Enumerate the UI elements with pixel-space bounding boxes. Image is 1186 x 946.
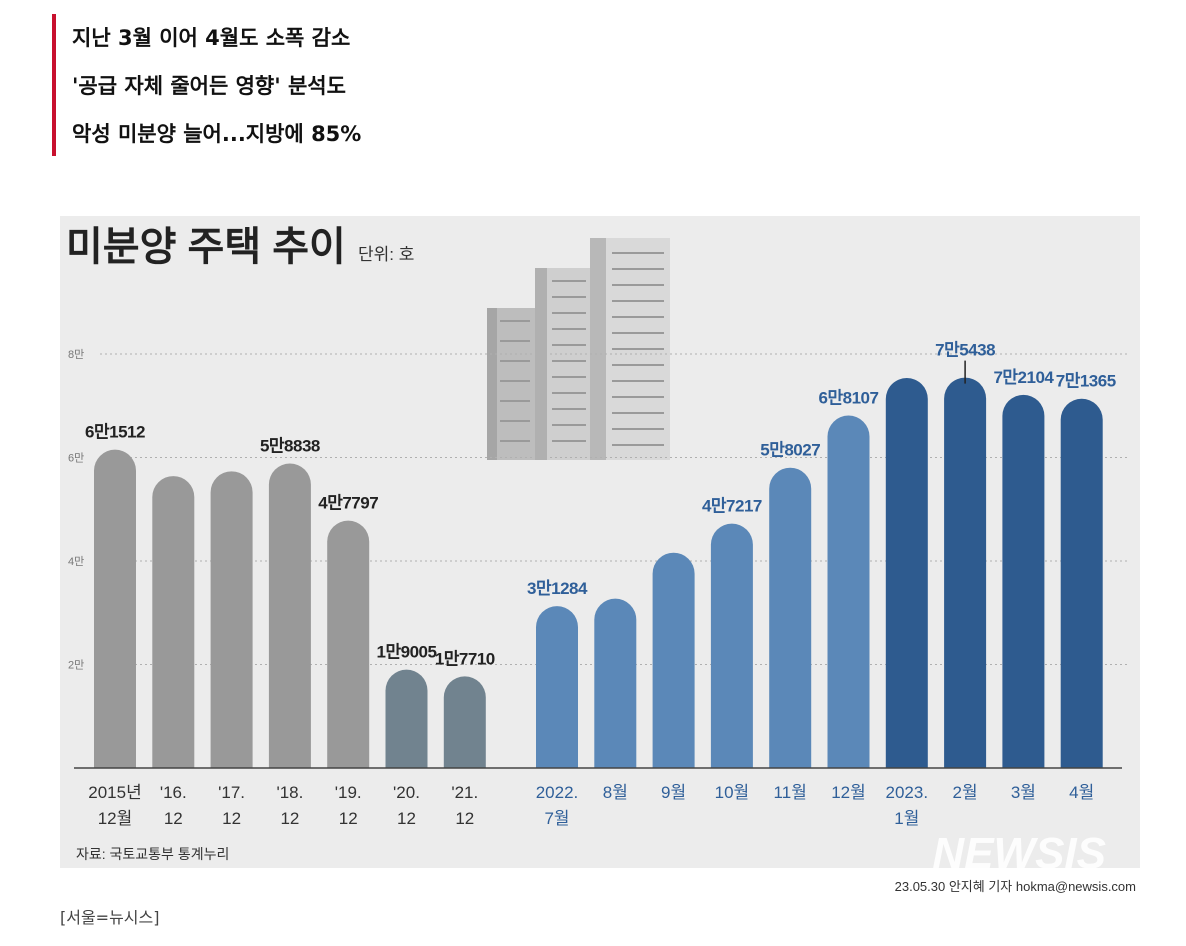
x-tick-label: 8월 bbox=[603, 783, 628, 802]
bar bbox=[210, 471, 253, 768]
bar bbox=[1002, 394, 1045, 768]
bar bbox=[769, 467, 812, 768]
x-tick-label: '16. bbox=[160, 783, 187, 802]
photo-caption: [서울=뉴시스] bbox=[60, 908, 160, 927]
bar bbox=[1060, 398, 1103, 768]
x-tick-label-line2: 12 bbox=[222, 809, 241, 828]
bar bbox=[443, 676, 486, 768]
bar-value-label: 5만8838 bbox=[260, 437, 320, 456]
x-tick-label-line2: 12 bbox=[397, 809, 416, 828]
y-tick-label: 8만 bbox=[68, 348, 84, 361]
chart-svg: 미분양 주택 추이 단위: 호 bbox=[66, 225, 1130, 878]
x-tick-label: 12월 bbox=[831, 783, 866, 802]
x-tick-label-line2: 12월 bbox=[98, 809, 133, 828]
x-tick-label: 9월 bbox=[661, 783, 686, 802]
x-tick-label-line2: 12 bbox=[339, 809, 358, 828]
bar-value-label: 3만1284 bbox=[527, 579, 588, 598]
x-tick-label-line2: 12 bbox=[280, 809, 299, 828]
bar bbox=[94, 449, 136, 768]
y-tick-label: 6만 bbox=[68, 452, 84, 465]
bar-value-label: 5만8027 bbox=[760, 441, 820, 460]
bar bbox=[268, 463, 311, 768]
bar-value-label: 7만1365 bbox=[1056, 372, 1116, 391]
headline-line-1: 지난 3월 이어 4월도 소폭 감소 bbox=[72, 26, 351, 50]
x-tick-label-line2: 12 bbox=[455, 809, 474, 828]
bar bbox=[652, 552, 695, 768]
x-tick-label: '19. bbox=[335, 783, 362, 802]
y-gridlines: 2만 4만 6만 8만 bbox=[68, 348, 1130, 672]
x-tick-label: '17. bbox=[218, 783, 245, 802]
bar bbox=[710, 523, 753, 768]
x-tick-label-line2: 7월 bbox=[544, 809, 569, 828]
chart-panel: 미분양 주택 추이 단위: 호 bbox=[60, 216, 1140, 878]
bar bbox=[536, 606, 578, 768]
bar-value-label: 1만7710 bbox=[435, 649, 495, 668]
x-tick-label: 10월 bbox=[715, 783, 750, 802]
x-tick-label: '20. bbox=[393, 783, 420, 802]
x-tick-label: 2015년 bbox=[88, 783, 141, 802]
bar bbox=[885, 378, 928, 768]
bar-value-label: 7만5438 bbox=[935, 341, 995, 360]
y-tick-label: 4만 bbox=[68, 555, 84, 568]
bar-value-label: 6만8107 bbox=[819, 389, 879, 408]
y-tick-label: 2만 bbox=[68, 659, 84, 672]
bar-value-label: 4만7797 bbox=[318, 494, 378, 513]
headline-line-3: 악성 미분양 늘어...지방에 85% bbox=[72, 122, 362, 146]
newsis-watermark-logo: NEWSIS bbox=[932, 829, 1106, 868]
x-tick-label: '18. bbox=[276, 783, 303, 802]
bar bbox=[385, 669, 428, 768]
bar bbox=[327, 520, 370, 768]
chart-title: 미분양 주택 추이 bbox=[66, 225, 346, 269]
bar bbox=[944, 377, 987, 768]
building-illustration bbox=[487, 238, 670, 460]
x-tick-label: 3월 bbox=[1011, 783, 1036, 802]
x-tick-label: 2023. bbox=[886, 783, 929, 802]
x-tick-label: '21. bbox=[451, 783, 478, 802]
x-tick-label-line2: 1월 bbox=[894, 809, 919, 828]
bar-value-label: 7만2104 bbox=[993, 368, 1054, 387]
byline: 23.05.30 안지혜 기자 hokma@newsis.com bbox=[894, 879, 1136, 894]
bar bbox=[827, 415, 870, 768]
bar-value-label: 6만1512 bbox=[85, 423, 145, 442]
x-tick-label: 4월 bbox=[1069, 783, 1094, 802]
bar-value-label: 1만9005 bbox=[377, 643, 437, 662]
x-axis-labels: 2015년 12월 '16. 12 '17. 12 '18. 12 '19. 12 '20. 12 '2… bbox=[88, 783, 1094, 828]
chart-unit-label: 단위: 호 bbox=[358, 245, 414, 264]
bar bbox=[594, 598, 637, 768]
headline-line-2: '공급 자체 줄어든 영향' 분석도 bbox=[72, 74, 346, 98]
bar bbox=[152, 476, 195, 768]
x-tick-label: 2월 bbox=[953, 783, 978, 802]
x-tick-label-line2: 12 bbox=[164, 809, 183, 828]
bar-value-label: 4만7217 bbox=[702, 497, 762, 516]
headline-block: 지난 3월 이어 4월도 소폭 감소 '공급 자체 줄어든 영향' 분석도 악성… bbox=[52, 14, 476, 156]
x-tick-label: 11월 bbox=[774, 783, 807, 802]
x-tick-label: 2022. bbox=[536, 783, 579, 802]
chart-source: 자료: 국토교통부 통계누리 bbox=[76, 846, 229, 862]
